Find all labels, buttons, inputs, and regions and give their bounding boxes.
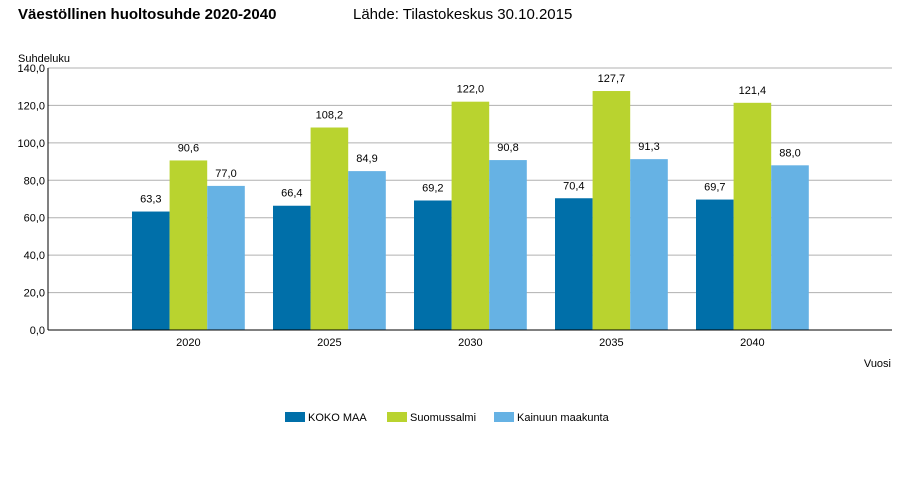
y-tick-label: 20,0 [24,288,45,300]
x-axis-title: Vuosi [864,358,891,370]
data-label: 108,2 [316,110,344,122]
bar [132,211,170,330]
legend-swatch [494,412,514,422]
y-axis-title: Suhdeluku [18,53,70,65]
bar [771,165,809,330]
data-label: 90,8 [497,142,518,154]
legend-swatch [387,412,407,422]
x-tick-label: 2025 [317,337,341,349]
data-label: 90,6 [178,142,199,154]
x-tick-label: 2040 [740,337,764,349]
data-label: 69,2 [422,182,443,194]
bar [414,200,452,330]
data-label: 122,0 [457,84,485,96]
bar [630,159,668,330]
y-tick-label: 120,0 [17,100,45,112]
data-label: 70,4 [563,180,584,192]
axes: 0,0 20,0 40,0 60,0 80,0 100,0 120,0 140,0 2020 20… [17,63,892,349]
x-tick-label: 2020 [176,337,200,349]
bar [451,101,490,330]
bars [132,91,809,331]
bar [696,199,734,330]
bar [733,102,772,331]
bar [555,198,593,330]
y-tick-label: 60,0 [24,213,45,225]
bar [273,205,311,330]
bar [207,185,245,330]
data-label: 121,4 [739,85,767,97]
legend-label: KOKO MAA [308,412,367,424]
y-tick-label: 100,0 [17,138,45,150]
legend-label: Kainuun maakunta [517,412,610,424]
data-label: 84,9 [356,153,377,165]
legend-swatch [285,412,305,422]
x-tick-label: 2035 [599,337,623,349]
chart-source: Lähde: Tilastokeskus 30.10.2015 [353,6,573,23]
legend-label: Suomussalmi [410,412,476,424]
data-label: 69,7 [704,182,725,194]
y-tick-label: 0,0 [30,325,45,337]
bar [169,160,208,330]
y-tick-label: 140,0 [17,63,45,75]
y-tick-label: 40,0 [24,250,45,262]
bar [348,171,386,330]
data-label: 63,3 [140,194,161,206]
data-label: 66,4 [281,188,302,200]
data-labels: 63,3 90,6 77,0 66,4 108,2 84,9 69,2 122,0 90,8 70… [140,73,801,206]
data-label: 88,0 [779,147,800,159]
bar [310,127,349,330]
legend: KOKO MAA Suomussalmi Kainuun maakunta [285,412,610,424]
x-tick-label: 2030 [458,337,482,349]
data-label: 127,7 [598,73,626,85]
bar [592,91,631,330]
data-label: 91,3 [638,141,659,153]
bar [489,160,527,330]
chart-title: Väestöllinen huoltosuhde 2020-2040 [18,6,277,23]
data-label: 77,0 [215,168,236,180]
y-tick-label: 80,0 [24,175,45,187]
